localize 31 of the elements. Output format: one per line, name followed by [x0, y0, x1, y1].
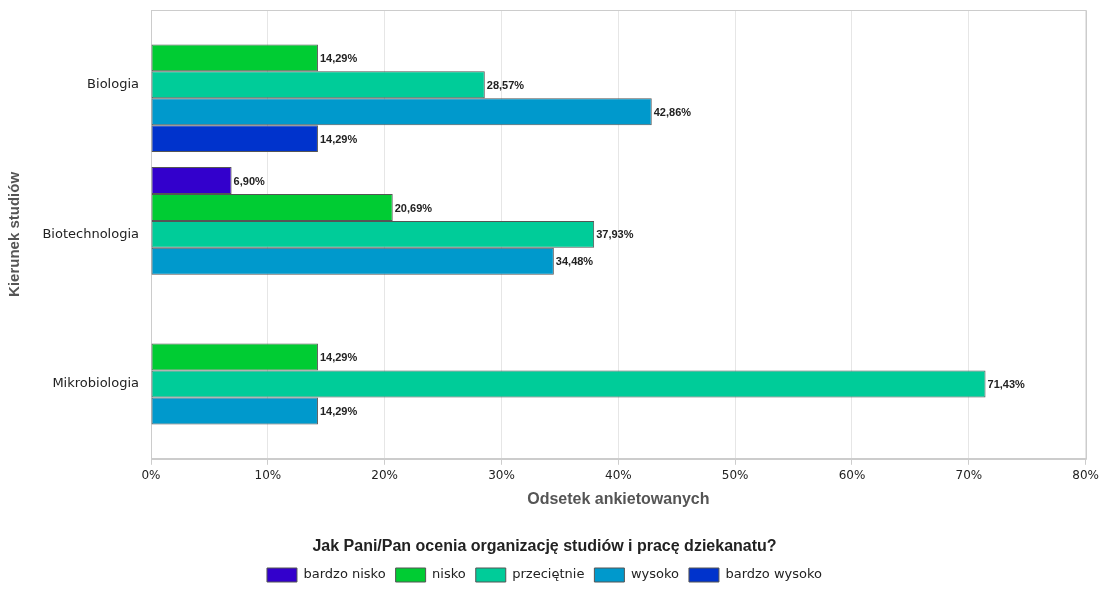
- x-tick-label: 30%: [488, 468, 515, 483]
- data-label: 6,90%: [233, 174, 266, 187]
- x-tick-label: 70%: [955, 468, 983, 483]
- data-label: 28,57%: [486, 78, 525, 91]
- x-axis-title: Odsetek ankietowanych: [527, 489, 710, 507]
- x-tick-label: 80%: [1072, 468, 1099, 483]
- legend-label: nisko: [432, 566, 466, 582]
- data-label: 20,69%: [394, 201, 433, 214]
- y-tick-label: Mikrobiologia: [52, 375, 139, 391]
- y-axis-title: Kierunek studiów: [5, 171, 23, 297]
- legend-label: bardzo wysoko: [725, 566, 823, 582]
- data-label: 14,29%: [319, 132, 358, 145]
- legend-label: wysoko: [630, 566, 679, 582]
- y-tick-label: Biotechnologia: [42, 225, 139, 241]
- y-tick-label: Biologia: [87, 76, 139, 92]
- x-tick-label: 10%: [254, 468, 282, 483]
- data-label: 42,86%: [653, 105, 692, 118]
- data-label: 71,43%: [987, 378, 1026, 391]
- x-tick-label: 0%: [141, 468, 161, 483]
- data-label: 37,93%: [596, 228, 634, 241]
- x-tick-label: 20%: [371, 468, 398, 483]
- x-tick-label: 60%: [838, 468, 866, 483]
- legend-title: Jak Pani/Pan ocenia organizację studiów i pracę dziekanatu?: [312, 537, 777, 555]
- data-label: 14,29%: [319, 351, 358, 364]
- data-label: 34,48%: [555, 255, 594, 268]
- legend-label: przeciętnie: [512, 566, 585, 582]
- x-tick-label: 50%: [721, 468, 749, 483]
- data-label: 14,29%: [319, 51, 358, 64]
- data-label: 14,29%: [319, 404, 358, 417]
- x-tick-label: 40%: [605, 468, 632, 483]
- legend-label: bardzo nisko: [303, 566, 386, 582]
